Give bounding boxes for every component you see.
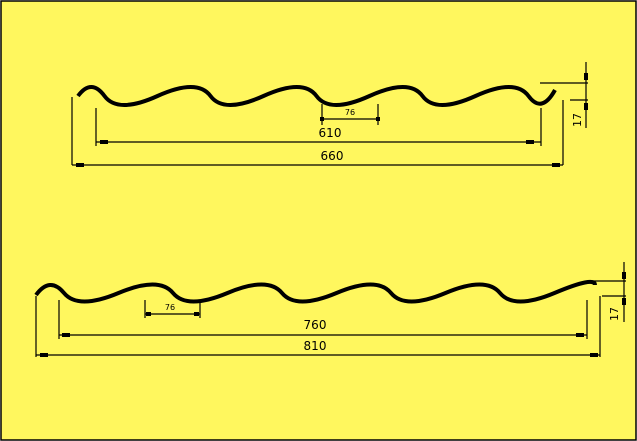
profile-2-height-label: 17 <box>608 307 621 321</box>
profile-1-outer-tick-left <box>76 163 84 167</box>
profile-2-inner-tick-right <box>576 333 584 337</box>
profile-1-inner-tick-left <box>100 140 108 144</box>
profile-1: 76 610 660 17 <box>71 62 588 167</box>
profile-2-pitch-tick-left <box>146 312 151 316</box>
profile-2-outer-width-label: 810 <box>304 339 327 353</box>
profile-1-pitch-dimension-line <box>321 104 379 125</box>
profile-2-outer-tick-left <box>40 353 48 357</box>
profile-2-height-tick-bottom <box>622 298 626 305</box>
profile-1-outer-tick-right <box>552 163 560 167</box>
profile-1-pitch-label: 76 <box>345 108 355 117</box>
profile-2-right-end-line <box>592 280 626 357</box>
profile-1-height-tick-top <box>584 73 588 80</box>
profile-1-outer-width-label: 660 <box>321 149 344 163</box>
profile-2-pitch-label: 76 <box>165 303 175 312</box>
profile-1-height-tick-bottom <box>584 103 588 110</box>
profile-1-pitch-tick-left <box>320 117 324 121</box>
profile-2-height-tick-top <box>622 272 626 279</box>
profile-2-inner-tick-left <box>62 333 70 337</box>
profile-1-inner-tick-right <box>526 140 534 144</box>
profile-1-inner-width-label: 610 <box>319 126 342 140</box>
profile-2-pitch-dimension-line <box>144 300 201 318</box>
profile-2-outer-tick-right <box>590 353 598 357</box>
profile-1-height-label: 17 <box>571 113 584 127</box>
profile-2-pitch-tick-right <box>194 312 199 316</box>
profile-2: 76 760 810 17 <box>34 262 626 357</box>
profile-1-inner-width-line <box>95 108 542 146</box>
profile-1-pitch-tick-right <box>376 117 380 121</box>
profile-2-inner-width-label: 760 <box>304 318 327 332</box>
profile-2-wave <box>34 279 597 304</box>
profile-1-wave <box>76 85 557 107</box>
profile-1-right-end-line <box>540 82 588 165</box>
profile-2-inner-width-line <box>58 300 588 339</box>
